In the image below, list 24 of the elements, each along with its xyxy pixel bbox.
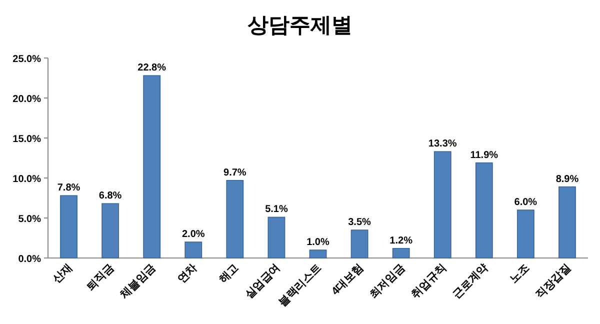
data-label: 3.5% <box>348 217 372 228</box>
x-tick-label: 연차 <box>175 262 200 286</box>
data-label: 13.3% <box>428 138 457 150</box>
data-label: 9.7% <box>224 167 246 178</box>
data-label: 8.9% <box>556 174 579 185</box>
y-tick-label: 5.0% <box>18 214 42 225</box>
data-label: 11.9% <box>470 150 498 161</box>
data-label: 22.8% <box>138 62 166 74</box>
y-tick-label: 10.0% <box>12 174 42 185</box>
y-tick-label: 15.0% <box>12 134 42 145</box>
x-tick-label: 노조 <box>508 262 532 286</box>
x-tick-label: 산재 <box>50 262 75 286</box>
y-tick-label: 25.0% <box>12 54 42 65</box>
y-tick-label: 0.0% <box>18 254 42 265</box>
data-label: 5.1% <box>265 204 288 216</box>
data-label: 1.0% <box>306 237 330 248</box>
data-label: 7.8% <box>57 182 80 194</box>
data-label: 1.2% <box>390 235 413 246</box>
x-tick-label: 해고 <box>217 262 242 286</box>
data-label: 6.0% <box>514 197 538 208</box>
data-label: 6.8% <box>98 190 122 202</box>
title: 상담주제별 <box>248 14 352 37</box>
data-label: 2.0% <box>182 229 205 240</box>
y-tick-label: 20.0% <box>12 94 42 105</box>
